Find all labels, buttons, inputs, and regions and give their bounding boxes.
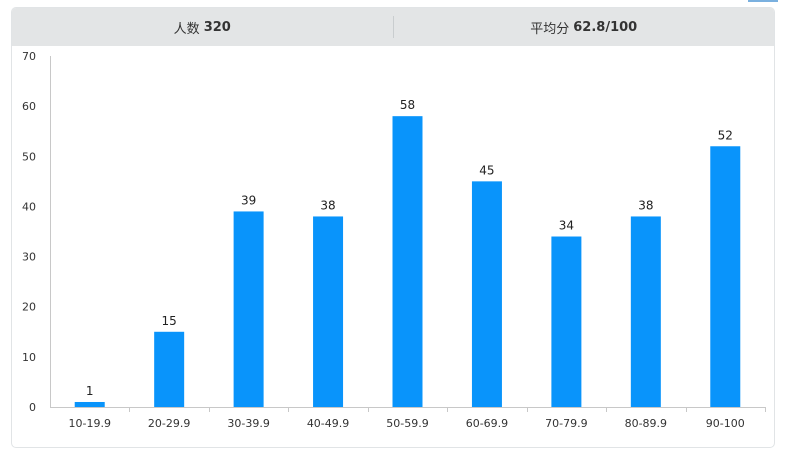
stats-bar: 人数 320 平均分 62.8/100 <box>12 8 774 46</box>
y-tick-label: 30 <box>22 251 36 264</box>
average-score-label: 平均分 <box>530 21 570 37</box>
x-tick-label: 50-59.9 <box>386 417 428 430</box>
student-count-label: 人数 <box>173 21 200 37</box>
y-tick-label: 20 <box>22 301 36 314</box>
bar-data-label: 38 <box>320 198 335 212</box>
y-tick-label: 70 <box>22 50 36 63</box>
bar-data-label: 45 <box>479 163 494 177</box>
y-tick-label: 10 <box>22 351 36 364</box>
x-tick-label: 70-79.9 <box>545 417 587 430</box>
top-accent-line <box>748 0 778 2</box>
x-tick-label: 30-39.9 <box>227 417 269 430</box>
bar <box>74 401 105 407</box>
y-tick-label: 50 <box>22 150 36 163</box>
average-score-stat: 平均分 62.8/100 <box>392 16 775 38</box>
student-count-value: 320 <box>203 19 231 35</box>
bar <box>392 116 423 408</box>
x-tick-label: 20-29.9 <box>148 417 190 430</box>
bar <box>551 236 582 407</box>
bar <box>710 146 741 407</box>
bar <box>233 211 264 407</box>
bar <box>313 216 344 407</box>
bar-data-label: 52 <box>718 128 733 142</box>
bar-data-label: 58 <box>400 98 415 112</box>
y-tick-label: 60 <box>22 100 36 113</box>
bar-data-label: 34 <box>559 219 574 233</box>
bar <box>154 331 185 407</box>
student-count-stat: 人数 320 <box>12 8 393 46</box>
bar-data-label: 39 <box>241 193 256 207</box>
average-score-value: 62.8/100 <box>573 19 638 35</box>
bar <box>630 216 661 407</box>
bar-data-label: 38 <box>638 198 653 212</box>
x-tick-label: 60-69.9 <box>466 417 508 430</box>
x-tick-label: 90-100 <box>706 417 745 430</box>
x-tick-label: 80-89.9 <box>625 417 667 430</box>
y-tick-label: 40 <box>22 200 36 213</box>
x-tick-label: 10-19.9 <box>68 417 110 430</box>
x-tick-label: 40-49.9 <box>307 417 349 430</box>
bar-data-label: 15 <box>162 314 177 328</box>
bar-data-label: 1 <box>86 384 94 398</box>
y-tick-label: 0 <box>29 401 36 414</box>
bar <box>471 181 502 407</box>
